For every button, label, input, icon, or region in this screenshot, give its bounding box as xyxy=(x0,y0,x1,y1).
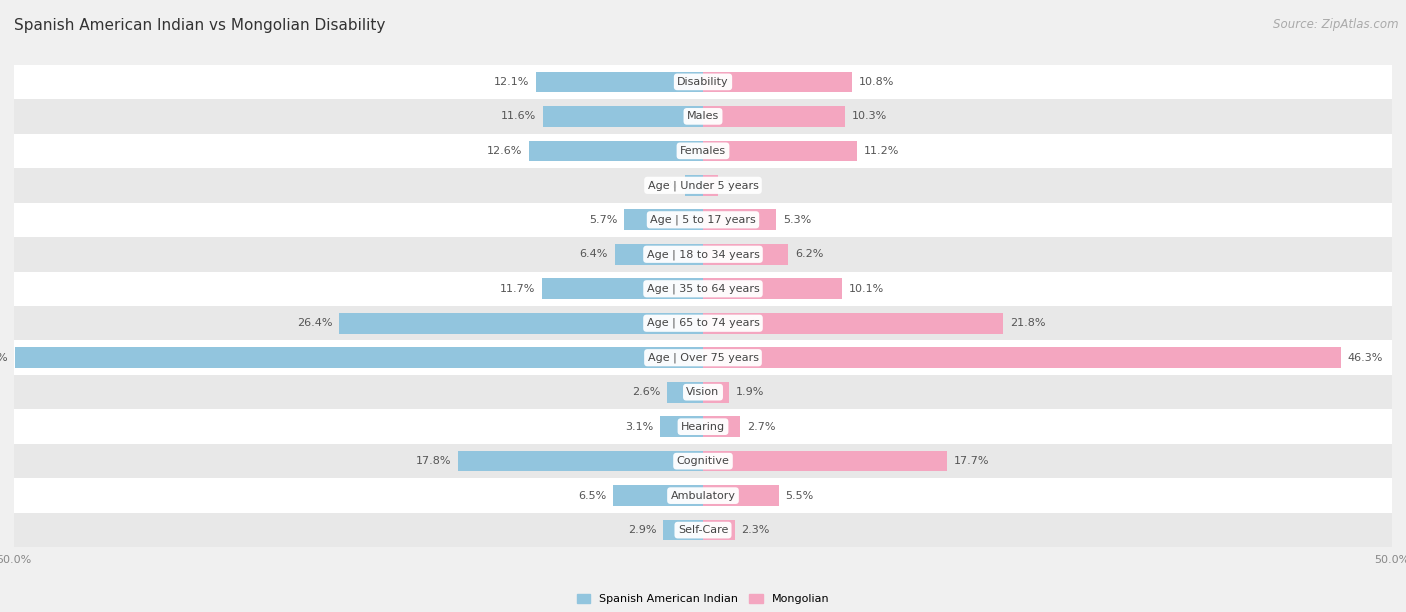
Bar xyxy=(664,520,703,540)
Bar xyxy=(339,313,703,334)
Bar xyxy=(703,520,735,540)
Bar xyxy=(14,479,1392,513)
Bar xyxy=(685,175,703,196)
Text: 11.6%: 11.6% xyxy=(501,111,536,121)
Text: Age | 5 to 17 years: Age | 5 to 17 years xyxy=(650,215,756,225)
Bar xyxy=(14,168,1392,203)
Text: 10.8%: 10.8% xyxy=(859,77,894,87)
Bar xyxy=(536,72,703,92)
Text: Self-Care: Self-Care xyxy=(678,525,728,535)
Text: 6.4%: 6.4% xyxy=(579,249,607,259)
Bar xyxy=(613,485,703,506)
Bar xyxy=(14,444,1392,479)
Text: 2.3%: 2.3% xyxy=(741,525,770,535)
Bar xyxy=(703,348,1341,368)
Bar xyxy=(530,141,703,161)
Text: 1.3%: 1.3% xyxy=(650,181,678,190)
Text: Cognitive: Cognitive xyxy=(676,456,730,466)
Bar xyxy=(14,65,1392,99)
Bar xyxy=(15,348,703,368)
Bar xyxy=(14,99,1392,133)
Text: 5.3%: 5.3% xyxy=(783,215,811,225)
Bar xyxy=(703,485,779,506)
Text: Ambulatory: Ambulatory xyxy=(671,491,735,501)
Text: Disability: Disability xyxy=(678,77,728,87)
Text: Vision: Vision xyxy=(686,387,720,397)
Text: 11.2%: 11.2% xyxy=(865,146,900,156)
Text: 12.6%: 12.6% xyxy=(486,146,523,156)
Text: 1.9%: 1.9% xyxy=(737,387,765,397)
Bar xyxy=(668,382,703,403)
Text: Hearing: Hearing xyxy=(681,422,725,431)
Text: Age | Under 5 years: Age | Under 5 years xyxy=(648,180,758,190)
Bar xyxy=(14,203,1392,237)
Bar xyxy=(703,244,789,264)
Bar xyxy=(703,278,842,299)
Bar xyxy=(703,72,852,92)
Bar xyxy=(543,106,703,127)
Text: 3.1%: 3.1% xyxy=(626,422,654,431)
Bar xyxy=(703,451,946,471)
Bar xyxy=(614,244,703,264)
Text: 26.4%: 26.4% xyxy=(297,318,332,328)
Text: 17.8%: 17.8% xyxy=(415,456,451,466)
Bar xyxy=(703,141,858,161)
Bar xyxy=(14,513,1392,547)
Bar xyxy=(14,133,1392,168)
Bar xyxy=(14,272,1392,306)
Bar xyxy=(703,313,1004,334)
Text: 49.9%: 49.9% xyxy=(0,353,8,363)
Bar xyxy=(14,409,1392,444)
Text: 10.1%: 10.1% xyxy=(849,284,884,294)
Text: Females: Females xyxy=(681,146,725,156)
Text: Age | 35 to 64 years: Age | 35 to 64 years xyxy=(647,283,759,294)
Bar xyxy=(624,209,703,230)
Text: 6.2%: 6.2% xyxy=(796,249,824,259)
Bar xyxy=(458,451,703,471)
Text: Age | Over 75 years: Age | Over 75 years xyxy=(648,353,758,363)
Bar xyxy=(703,175,718,196)
Bar xyxy=(14,237,1392,272)
Text: Males: Males xyxy=(688,111,718,121)
Text: 5.7%: 5.7% xyxy=(589,215,617,225)
Text: 46.3%: 46.3% xyxy=(1348,353,1384,363)
Text: 2.9%: 2.9% xyxy=(627,525,657,535)
Bar xyxy=(14,340,1392,375)
Text: 2.6%: 2.6% xyxy=(631,387,661,397)
Text: 17.7%: 17.7% xyxy=(953,456,990,466)
Bar xyxy=(14,306,1392,340)
Text: 1.1%: 1.1% xyxy=(725,181,754,190)
Bar xyxy=(14,375,1392,409)
Bar xyxy=(541,278,703,299)
Text: 2.7%: 2.7% xyxy=(747,422,776,431)
Bar xyxy=(703,382,730,403)
Text: Spanish American Indian vs Mongolian Disability: Spanish American Indian vs Mongolian Dis… xyxy=(14,18,385,34)
Text: 5.5%: 5.5% xyxy=(786,491,814,501)
Bar xyxy=(703,209,776,230)
Text: Age | 18 to 34 years: Age | 18 to 34 years xyxy=(647,249,759,259)
Legend: Spanish American Indian, Mongolian: Spanish American Indian, Mongolian xyxy=(572,589,834,609)
Text: 21.8%: 21.8% xyxy=(1011,318,1046,328)
Bar xyxy=(703,416,740,437)
Text: 11.7%: 11.7% xyxy=(499,284,534,294)
Text: Source: ZipAtlas.com: Source: ZipAtlas.com xyxy=(1274,18,1399,31)
Text: 12.1%: 12.1% xyxy=(494,77,530,87)
Bar xyxy=(703,106,845,127)
Text: 6.5%: 6.5% xyxy=(578,491,606,501)
Text: 10.3%: 10.3% xyxy=(852,111,887,121)
Text: Age | 65 to 74 years: Age | 65 to 74 years xyxy=(647,318,759,329)
Bar xyxy=(661,416,703,437)
